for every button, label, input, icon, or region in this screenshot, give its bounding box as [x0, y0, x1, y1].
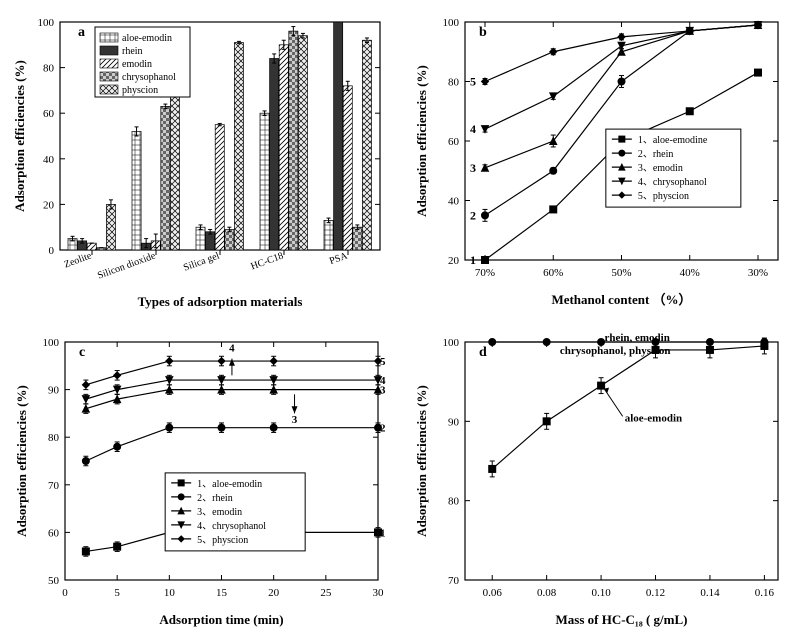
svg-text:physcion: physcion [122, 85, 158, 96]
svg-text:4、chrysophanol: 4、chrysophanol [197, 521, 266, 532]
svg-text:2: 2 [380, 423, 386, 435]
panel-a: 0 20 40 60 80 100 ZeoliteSilicon dioxide Silica… [10, 10, 390, 310]
svg-text:60%: 60% [543, 267, 563, 279]
svg-text:2、rhein: 2、rhein [638, 149, 674, 160]
svg-text:50: 50 [48, 575, 60, 587]
svg-text:Adsorption efficiencies (%): Adsorption efficiencies (%) [414, 65, 429, 217]
svg-text:70%: 70% [475, 267, 495, 279]
svg-text:Adsorption time (min): Adsorption time (min) [159, 612, 283, 627]
svg-text:Adsorption efficiencies (%): Adsorption efficiencies (%) [14, 385, 29, 537]
svg-text:2: 2 [470, 208, 476, 222]
svg-text:100: 100 [43, 337, 60, 349]
svg-text:3: 3 [292, 414, 298, 426]
svg-text:0: 0 [49, 245, 55, 257]
svg-text:Methanol content （%）: Methanol content （%） [551, 292, 691, 307]
svg-text:chrysophanol, physcion: chrysophanol, physcion [560, 345, 671, 357]
svg-text:60: 60 [448, 136, 460, 148]
svg-text:90: 90 [448, 416, 460, 428]
svg-text:60: 60 [43, 108, 55, 120]
svg-text:80: 80 [48, 432, 60, 444]
svg-text:PSA: PSA [328, 250, 350, 267]
svg-text:1、aloe-emodine: 1、aloe-emodine [638, 135, 708, 146]
svg-text:10: 10 [164, 587, 176, 599]
svg-text:0.12: 0.12 [646, 587, 665, 599]
svg-text:20: 20 [448, 255, 460, 267]
svg-text:40%: 40% [680, 267, 700, 279]
svg-text:1: 1 [380, 527, 386, 539]
svg-text:1: 1 [470, 253, 476, 267]
svg-text:90: 90 [48, 385, 60, 397]
svg-text:Zeolite: Zeolite [63, 250, 94, 270]
svg-text:0.14: 0.14 [700, 587, 720, 599]
svg-text:20: 20 [268, 587, 280, 599]
svg-text:30%: 30% [748, 267, 768, 279]
svg-text:80: 80 [448, 496, 460, 508]
svg-text:100: 100 [38, 17, 55, 29]
svg-text:5: 5 [114, 587, 120, 599]
svg-text:Adsorption efficiencies (%): Adsorption efficiencies (%) [12, 60, 27, 212]
svg-text:aloe-emodin: aloe-emodin [122, 33, 172, 44]
svg-text:Silicon dioxide: Silicon dioxide [96, 250, 157, 281]
panel-c: 5060708090100051015202530cAdsorption tim… [10, 330, 390, 630]
svg-text:80: 80 [43, 63, 55, 75]
svg-text:chrysophanol: chrysophanol [122, 72, 176, 83]
svg-text:rhein: rhein [122, 46, 143, 57]
svg-text:emodin: emodin [122, 59, 152, 70]
svg-text:5: 5 [380, 356, 386, 368]
svg-text:Adsorption efficiencies (%): Adsorption efficiencies (%) [414, 385, 429, 537]
svg-text:30: 30 [373, 587, 385, 599]
svg-text:70: 70 [448, 575, 460, 587]
svg-text:100: 100 [443, 17, 460, 29]
svg-text:0.10: 0.10 [591, 587, 611, 599]
svg-text:0: 0 [62, 587, 68, 599]
svg-text:1、aloe-emodin: 1、aloe-emodin [197, 479, 262, 490]
svg-text:100: 100 [443, 337, 460, 349]
svg-text:15: 15 [216, 587, 228, 599]
svg-text:20: 20 [43, 199, 55, 211]
panel-b: 20 40 60 80 100 70% 60% 50% 40% 30% b Methanol cont… [410, 10, 790, 310]
svg-text:3、emodin: 3、emodin [197, 507, 242, 518]
svg-text:4、chrysophanol: 4、chrysophanol [638, 177, 707, 188]
svg-text:rhein, emodin: rhein, emodin [604, 332, 669, 344]
svg-text:c: c [79, 345, 85, 360]
svg-text:0.16: 0.16 [755, 587, 775, 599]
svg-text:5、physcion: 5、physcion [197, 535, 248, 546]
svg-text:60: 60 [48, 527, 60, 539]
svg-text:HC-C18: HC-C18 [249, 250, 285, 272]
svg-text:2、rhein: 2、rhein [197, 493, 233, 504]
panel-d: 70 80 90 100 0.06 0.08 0.10 0.12 0.14 0.16 d Mass o… [410, 330, 790, 630]
svg-text:70: 70 [48, 480, 60, 492]
svg-text:5: 5 [470, 75, 476, 89]
svg-text:aloe-emodin: aloe-emodin [625, 412, 682, 424]
svg-text:25: 25 [320, 587, 332, 599]
svg-text:50%: 50% [611, 267, 631, 279]
svg-text:4: 4 [470, 122, 476, 136]
svg-text:Mass of HC-C₁₈ ( g/mL): Mass of HC-C₁₈ ( g/mL) [556, 612, 688, 627]
svg-text:40: 40 [43, 154, 55, 166]
svg-text:Silica gel: Silica gel [182, 250, 221, 273]
svg-text:b: b [479, 25, 487, 40]
svg-text:3、emodin: 3、emodin [638, 163, 683, 174]
svg-text:d: d [479, 345, 487, 360]
svg-text:5、physcion: 5、physcion [638, 191, 689, 202]
svg-text:3: 3 [470, 161, 476, 175]
svg-text:80: 80 [448, 77, 460, 89]
svg-text:0.06: 0.06 [483, 587, 503, 599]
svg-text:40: 40 [448, 196, 460, 208]
svg-text:4: 4 [229, 343, 235, 355]
svg-text:a: a [78, 25, 85, 40]
svg-text:4: 4 [380, 375, 386, 387]
svg-text:0.08: 0.08 [537, 587, 557, 599]
svg-text:Types of adsorption materials: Types of adsorption materials [138, 294, 303, 309]
